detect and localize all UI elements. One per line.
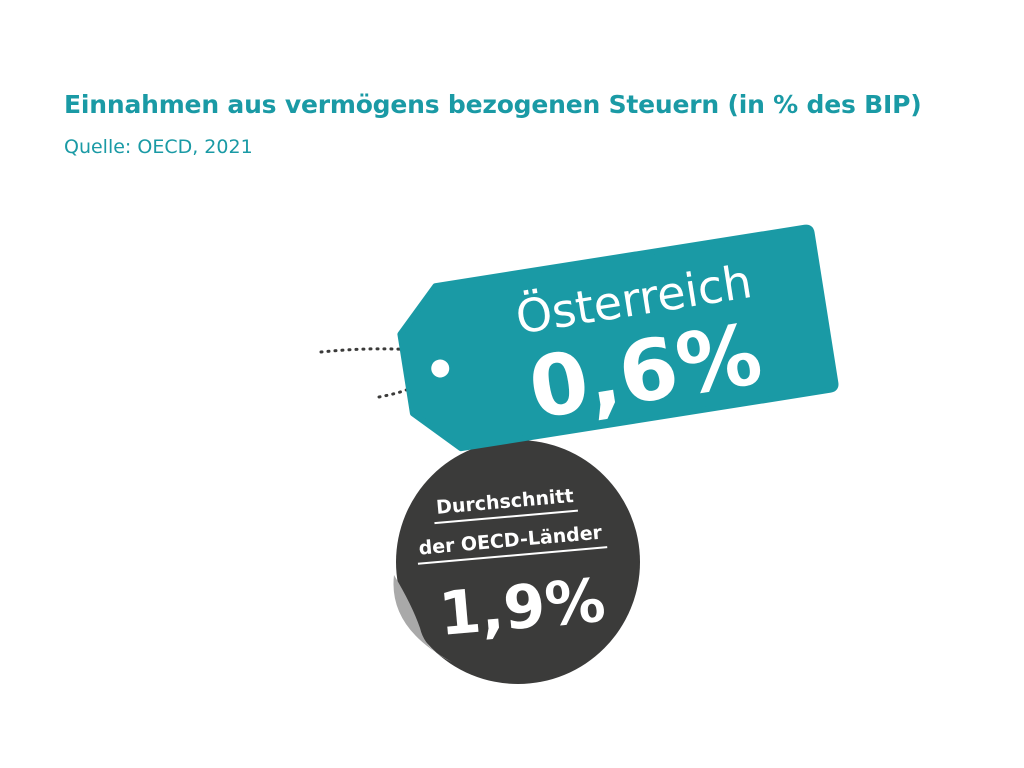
oecd-sticker: Durchschnitt der OECD-Länder 1,9%	[393, 440, 640, 684]
oecd-underline-2	[417, 546, 608, 565]
tag-hole	[431, 359, 450, 378]
sticker-curl	[393, 575, 452, 662]
chart-title: Einnahmen aus vermögens bezogenen Steuer…	[64, 90, 922, 119]
oecd-sticker-disc	[396, 440, 640, 684]
oecd-underline-1	[434, 509, 579, 525]
austria-tag: Österreich 0,6%	[397, 224, 839, 452]
austria-tag-body	[397, 224, 839, 452]
oecd-value: 1,9%	[436, 566, 608, 650]
chart-source: Quelle: OECD, 2021	[64, 136, 253, 158]
